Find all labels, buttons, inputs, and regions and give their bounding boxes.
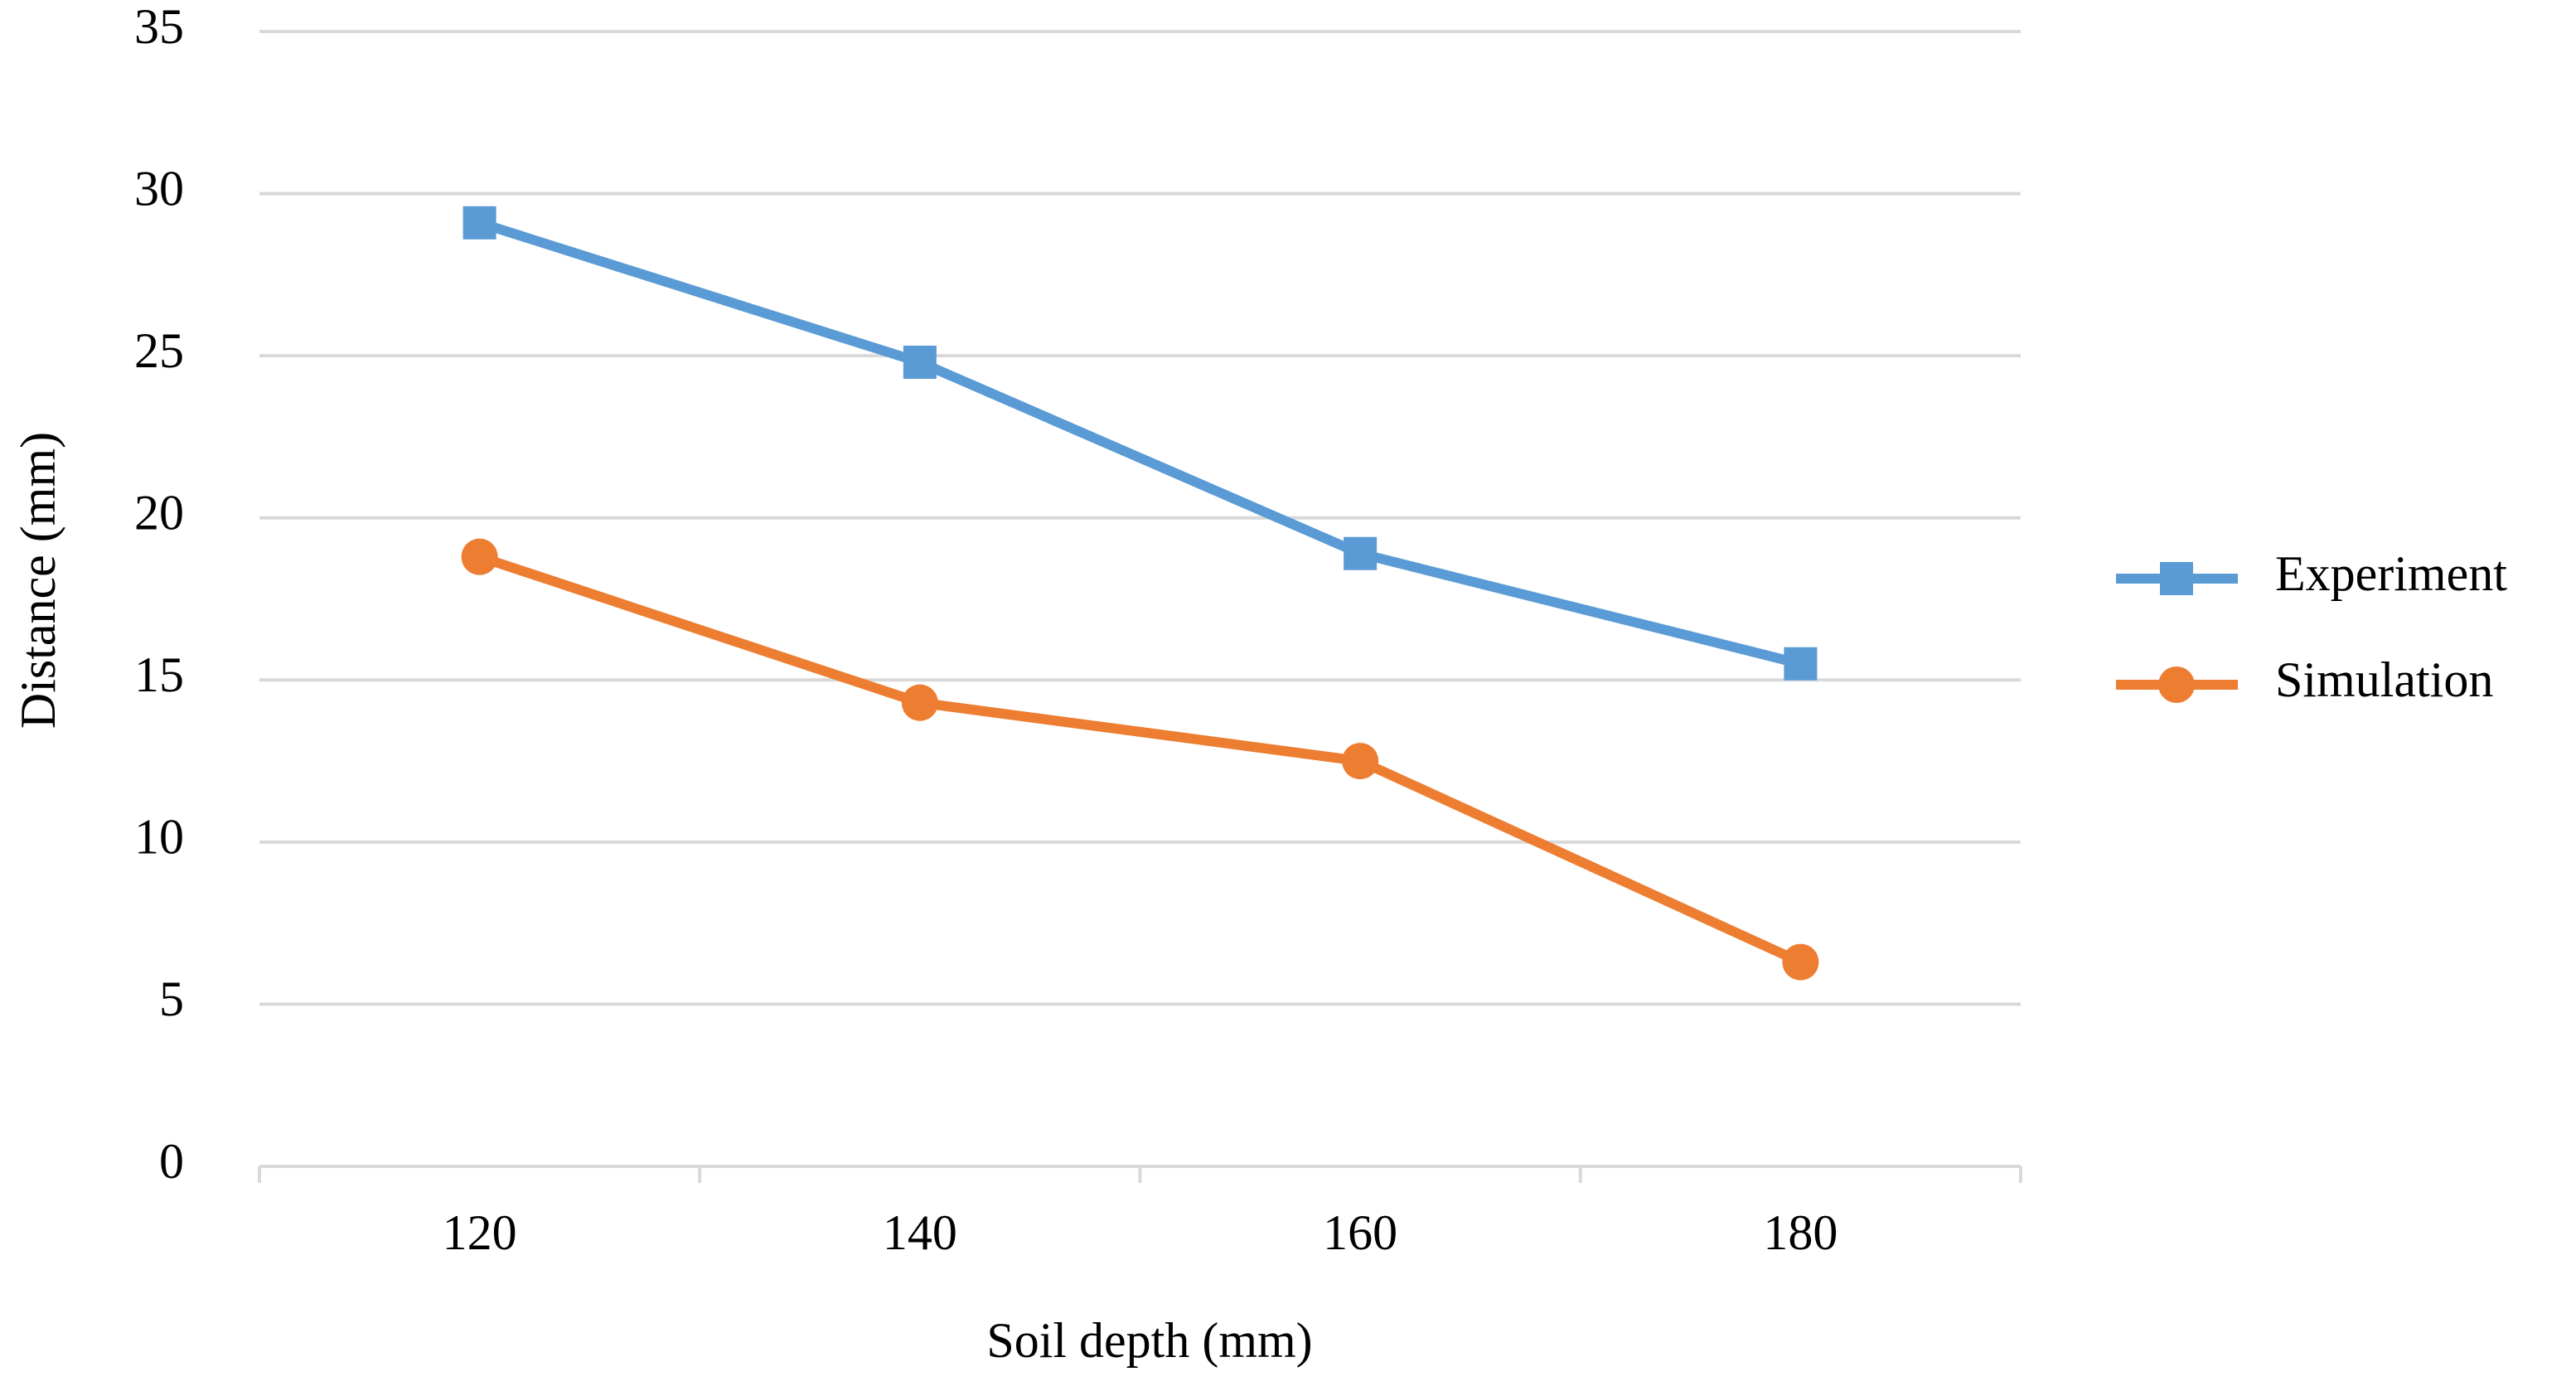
y-tick-label: 20 bbox=[134, 485, 184, 540]
y-tick-label: 10 bbox=[134, 810, 184, 865]
y-tick-label: 0 bbox=[159, 1134, 184, 1189]
data-point bbox=[1344, 536, 1378, 570]
y-tick-label: 30 bbox=[134, 161, 184, 216]
data-point bbox=[1342, 743, 1379, 780]
x-tick-label: 120 bbox=[443, 1205, 517, 1260]
y-tick-label: 15 bbox=[134, 647, 184, 702]
x-tick-label: 180 bbox=[1763, 1205, 1838, 1260]
data-point bbox=[1784, 647, 1818, 681]
x-axis-label: Soil depth (mm) bbox=[986, 1313, 1312, 1368]
x-tick-label: 140 bbox=[883, 1205, 957, 1260]
data-point bbox=[462, 206, 496, 240]
legend-marker bbox=[2158, 666, 2195, 703]
legend-label: Simulation bbox=[2275, 652, 2493, 707]
y-tick-label: 25 bbox=[134, 323, 184, 378]
series-line bbox=[477, 218, 1802, 669]
y-tick-label: 5 bbox=[159, 972, 184, 1026]
y-axis-label: Distance (mm) bbox=[11, 432, 65, 729]
series-line bbox=[477, 551, 1803, 967]
data-point bbox=[901, 684, 938, 721]
legend-marker bbox=[2160, 562, 2193, 595]
y-tick-label: 35 bbox=[134, 0, 184, 54]
data-point bbox=[903, 345, 937, 379]
data-point bbox=[461, 538, 498, 575]
data-point bbox=[1782, 943, 1819, 981]
legend-label: Experiment bbox=[2275, 546, 2507, 601]
x-tick-label: 160 bbox=[1323, 1205, 1397, 1260]
